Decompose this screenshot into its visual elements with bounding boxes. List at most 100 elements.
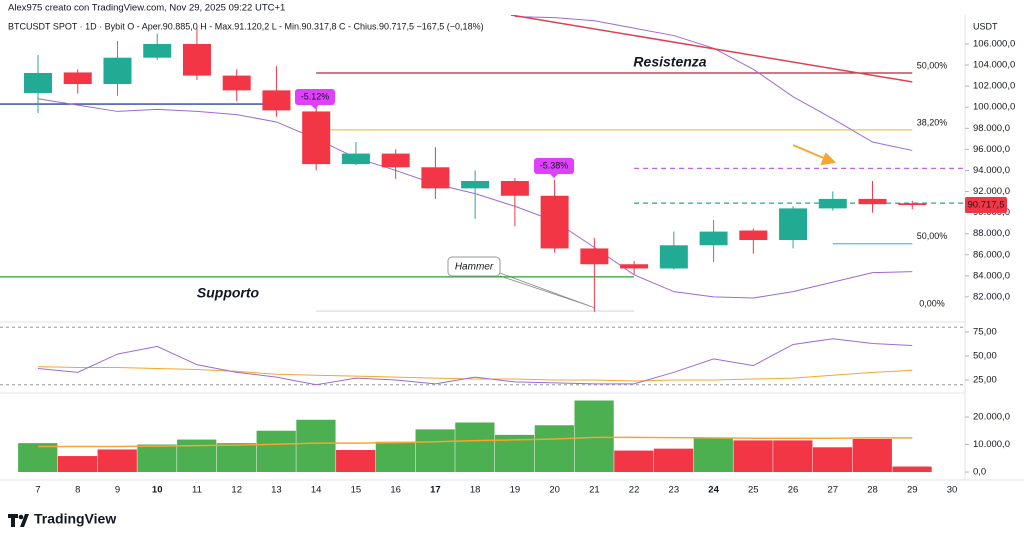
x-tick-label: 9 [115,485,120,496]
candle-body [63,72,92,85]
y-tick-label: 75,00 [973,327,997,338]
x-tick-label: 10 [152,485,163,496]
x-tick-label: 30 [947,485,958,496]
candle-body [580,248,609,265]
candle-body [302,111,331,165]
candle-body [620,264,649,269]
price-pane [0,15,965,312]
badge [534,158,574,174]
x-tick-label: 20 [549,485,560,496]
y-tick-label: 10.000,0 [973,439,1010,450]
y-tick-label: 92.000,0 [973,186,1010,197]
y-tick-label: 88.000,0 [973,228,1010,239]
annotation: -5.38% [540,160,569,170]
volume-bar [375,441,416,473]
annotation: Resistenza [633,54,706,70]
volume-bar [216,443,257,473]
x-tick-label: 22 [629,485,640,496]
x-tick-label: 15 [351,485,362,496]
x-tick-label: 11 [192,485,202,496]
x-tick-label: 21 [589,485,600,496]
x-tick-label: 23 [669,485,680,496]
candle-body [421,167,450,189]
volume-ma-line [38,436,913,448]
annotation: -5.12% [301,91,330,101]
badge-tip [550,174,558,178]
y-tick-label: 102.000,0 [973,81,1015,92]
y-tick-label: 86.000,0 [973,249,1010,260]
volume-bar [773,440,813,473]
logo-text: TradingView [34,511,116,527]
x-tick-label: 18 [470,485,481,496]
y-tick-label: 98.000,0 [973,123,1010,134]
volume-bar [57,456,98,473]
y-tick-label: 0,0 [973,467,986,478]
price-label-bg [965,197,1007,214]
x-tick-label: 13 [271,485,282,496]
candle-body [103,57,132,85]
volume-bar [693,437,733,473]
badge [295,89,335,105]
volume-bar [97,449,137,473]
candle-body [659,245,688,269]
volume-bar [733,440,773,473]
volume-bar [534,425,574,473]
volume-bar [614,450,654,473]
volume-bar [852,439,892,473]
y-tick-label: 84.000,0 [973,270,1010,281]
candle-body [540,195,569,249]
annotation: Supporto [197,285,260,301]
candle-body [24,72,52,93]
candle-body [898,203,927,206]
candle-body [461,180,490,189]
y-tick-label: 50,00 [973,351,997,362]
x-tick-label: 25 [748,485,759,496]
x-tick-label: 26 [788,485,799,496]
x-tick-label: 19 [510,485,521,496]
y-tick-label: 96.000,0 [973,144,1010,155]
candle-body [779,208,808,241]
level-label: 38,20% [917,117,948,127]
volume-bar [18,443,58,473]
volume-bar [653,448,694,473]
candle-body [143,43,172,58]
x-tick-label: 29 [907,485,918,496]
logo: TradingView [8,511,116,527]
y-tick-label: 106.000,0 [973,38,1015,49]
price-label: 90.717,5 [968,200,1005,211]
currency: USDT [973,21,998,31]
x-tick-label: 8 [75,485,80,496]
y-tick-label: 82.000,0 [973,291,1010,302]
candle-body [182,43,211,76]
rsi-line [37,338,913,386]
candle-body [500,180,529,196]
badge-tip [311,105,319,109]
volume-bar [256,430,296,473]
rsi-ma-line [37,366,913,382]
legend-text: BTCUSDT SPOT · 1D · Bybit O - Aper.90.88… [8,21,484,31]
volume-bar [455,422,495,473]
volume-bar [574,400,614,473]
x-tick-label: 7 [35,485,40,496]
x-tick-label: 16 [390,485,401,496]
y-tick-label: 100.000,0 [973,102,1015,113]
volume-bar [177,439,217,473]
hammer-box [447,256,501,277]
x-tick-label: 12 [231,485,242,496]
volume-bar [137,444,177,473]
candle-body [739,230,768,241]
y-tick-label: 20.000,0 [973,412,1010,423]
y-tick-label: 94.000,0 [973,165,1010,176]
volume-bar [495,434,535,473]
volume-bar [892,466,932,473]
y-tick-label: 104.000,0 [973,60,1015,71]
x-tick-label: 24 [708,485,719,496]
x-tick-label: 17 [430,485,441,496]
volume-bar [415,429,455,473]
level-label: 0,00% [919,299,945,309]
annotation: Hammer [455,262,494,273]
header: Alex975 creato con TradingView.com, Nov … [8,3,285,14]
candle-body [341,153,370,165]
candle-body [699,231,728,246]
volume-bar [296,419,336,473]
